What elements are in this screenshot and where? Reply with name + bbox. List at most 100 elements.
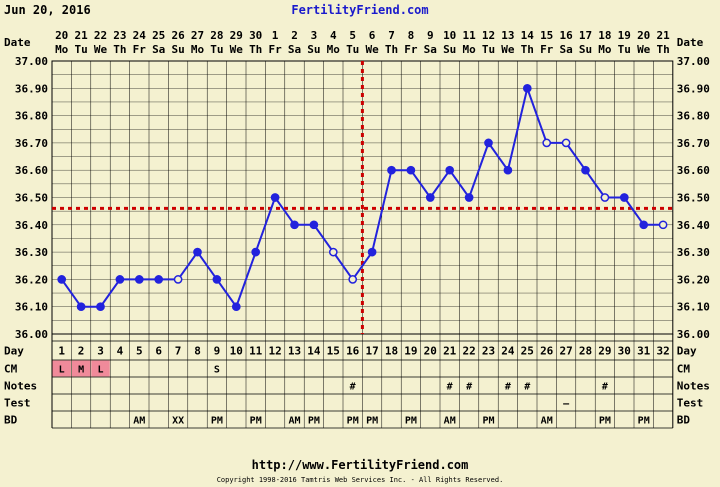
temperature-point bbox=[57, 275, 67, 284]
temperature-point bbox=[503, 165, 513, 175]
bd-marker: PM bbox=[347, 416, 359, 427]
weekday-label: Tu bbox=[346, 43, 359, 56]
temperature-point bbox=[173, 275, 183, 284]
day-number: 22 bbox=[462, 345, 475, 358]
date-label: 24 bbox=[133, 29, 147, 42]
date-label: 1 bbox=[272, 29, 279, 42]
site-link[interactable]: FertilityFriend.com bbox=[291, 3, 429, 17]
date-label: 4 bbox=[330, 29, 337, 42]
chart-date: Jun 20, 2016 bbox=[4, 3, 91, 17]
temperature-point bbox=[270, 193, 280, 202]
weekday-label: Sa bbox=[288, 43, 301, 56]
bd-marker: PM bbox=[599, 416, 611, 427]
date-label: 29 bbox=[230, 29, 243, 42]
cm-highlight-cell bbox=[52, 360, 71, 377]
weekday-label: Su bbox=[171, 43, 184, 56]
row-label-cm-right: CM bbox=[677, 363, 691, 376]
day-number: 9 bbox=[214, 345, 221, 358]
bd-marker: AM bbox=[288, 416, 300, 427]
date-label: 3 bbox=[311, 29, 318, 42]
bd-marker: AM bbox=[444, 416, 456, 427]
day-number: 30 bbox=[618, 345, 631, 358]
notes-marker: # bbox=[447, 382, 453, 393]
date-label: 9 bbox=[427, 29, 434, 42]
weekday-label: Su bbox=[579, 43, 592, 56]
row-label-test: Test bbox=[4, 397, 31, 410]
day-number: 3 bbox=[97, 345, 104, 358]
day-number: 21 bbox=[443, 345, 457, 358]
day-number: 1 bbox=[58, 345, 65, 358]
date-label: 27 bbox=[191, 29, 204, 42]
temperature-point bbox=[406, 165, 416, 175]
weekday-label: Fr bbox=[540, 43, 554, 56]
day-number: 14 bbox=[307, 345, 321, 358]
temperature-point bbox=[581, 165, 590, 175]
day-number: 20 bbox=[424, 345, 437, 358]
y-tick-label-left: 36.40 bbox=[15, 219, 48, 232]
date-label: 26 bbox=[171, 29, 185, 42]
weekday-label: Mo bbox=[191, 43, 205, 56]
weekday-label: Tu bbox=[74, 43, 87, 56]
weekday-label: Mo bbox=[55, 43, 69, 56]
weekday-label: Th bbox=[385, 43, 398, 56]
footer-url[interactable]: http://www.FertilityFriend.com bbox=[251, 458, 469, 472]
date-label: 6 bbox=[369, 29, 376, 42]
cm-highlight-cell bbox=[71, 360, 91, 377]
weekday-label: Mo bbox=[598, 43, 612, 56]
date-label: 7 bbox=[388, 29, 395, 42]
temperature-point bbox=[154, 275, 164, 284]
day-number: 5 bbox=[136, 345, 143, 358]
date-label: 15 bbox=[540, 29, 553, 42]
weekday-label: Tu bbox=[482, 43, 495, 56]
temperature-point bbox=[619, 193, 629, 202]
temperature-point bbox=[231, 302, 241, 312]
date-label: 2 bbox=[291, 29, 298, 42]
temperature-point bbox=[464, 193, 474, 202]
day-number: 10 bbox=[230, 345, 243, 358]
date-label: 14 bbox=[521, 29, 535, 42]
day-number: 6 bbox=[155, 345, 162, 358]
cm-value: L bbox=[97, 365, 103, 376]
test-marker: — bbox=[563, 399, 570, 410]
day-number: 18 bbox=[385, 345, 398, 358]
y-tick-label-right: 36.40 bbox=[677, 219, 710, 232]
day-number: 28 bbox=[579, 345, 592, 358]
day-number: 23 bbox=[482, 345, 495, 358]
y-tick-label-left: 36.30 bbox=[15, 246, 48, 259]
cm-value: M bbox=[78, 365, 84, 376]
temperature-point bbox=[96, 302, 105, 312]
day-number: 27 bbox=[559, 345, 572, 358]
temperature-point bbox=[348, 275, 358, 284]
date-label: 8 bbox=[408, 29, 415, 42]
weekday-label: Tu bbox=[210, 43, 223, 56]
y-tick-label-left: 36.90 bbox=[15, 82, 48, 95]
weekday-label: We bbox=[501, 43, 515, 56]
weekday-label: We bbox=[365, 43, 379, 56]
y-tick-label-right: 36.70 bbox=[677, 137, 710, 150]
date-label: 20 bbox=[55, 29, 68, 42]
y-tick-label-right: 36.60 bbox=[677, 164, 710, 177]
date-label: 30 bbox=[249, 29, 262, 42]
temperature-point bbox=[522, 83, 532, 93]
date-label: 19 bbox=[618, 29, 631, 42]
temperature-point bbox=[387, 165, 396, 175]
row-label-day: Day bbox=[4, 345, 24, 358]
cm-value: S bbox=[214, 365, 220, 376]
date-label: 11 bbox=[462, 29, 476, 42]
weekday-label: Fr bbox=[404, 43, 418, 56]
temperature-point bbox=[445, 165, 455, 175]
temperature-point bbox=[561, 138, 571, 148]
y-tick-label-right: 36.90 bbox=[677, 82, 710, 95]
y-tick-label-left: 36.10 bbox=[15, 301, 48, 314]
footer-copyright: Copyright 1998-2016 Tamtris Web Services… bbox=[216, 476, 504, 484]
y-tick-label-left: 36.20 bbox=[15, 273, 48, 286]
day-number: 17 bbox=[365, 345, 378, 358]
day-number: 2 bbox=[78, 345, 85, 358]
row-label-test-right: Test bbox=[677, 397, 704, 410]
y-tick-label-right: 36.50 bbox=[677, 192, 710, 205]
weekday-label: Sa bbox=[559, 43, 572, 56]
date-label: 25 bbox=[152, 29, 165, 42]
temperature-point bbox=[134, 275, 144, 284]
weekday-label: Mo bbox=[462, 43, 476, 56]
